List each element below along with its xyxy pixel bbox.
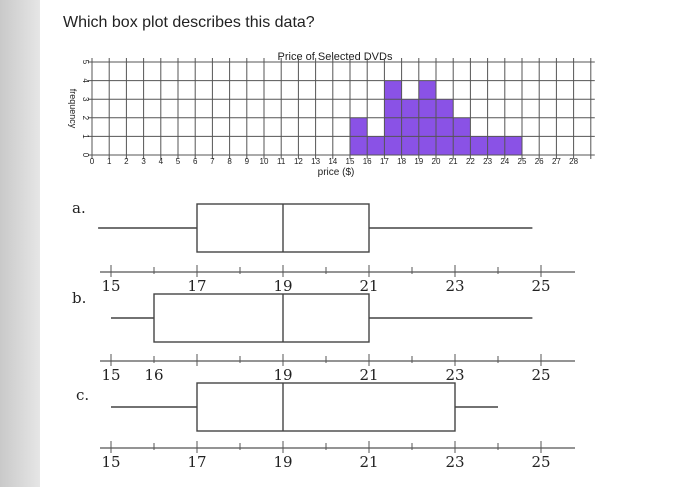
histogram-bar — [487, 136, 505, 155]
option-label: b. — [72, 289, 86, 307]
histogram-x-tick-label: 6 — [193, 157, 198, 166]
histogram-y-tick-label: 2 — [81, 116, 90, 121]
histogram-y-tick-label: 1 — [81, 134, 90, 139]
number-line-label: 25 — [531, 277, 550, 295]
histogram-bar — [470, 136, 488, 155]
histogram-x-tick-label: 21 — [449, 157, 458, 166]
histogram-y-tick-label: 3 — [81, 97, 90, 102]
histogram-x-tick-label: 20 — [432, 157, 441, 166]
number-line-label: 25 — [531, 453, 550, 471]
histogram-y-tick-label: 4 — [81, 78, 90, 83]
histogram-x-tick-label: 26 — [535, 157, 544, 166]
histogram-x-tick-label: 12 — [294, 157, 303, 166]
histogram-title: Price of Selected DVDs — [278, 51, 393, 63]
number-line-label: 19 — [273, 277, 292, 295]
number-line-label: 23 — [445, 277, 464, 295]
histogram-x-tick-label: 0 — [90, 157, 95, 166]
histogram-x-tick-label: 16 — [363, 157, 372, 166]
box-iqr — [153, 293, 370, 343]
histogram-x-tick-label: 1 — [107, 157, 112, 166]
histogram-x-tick-label: 4 — [159, 157, 164, 166]
histogram-x-tick-label: 14 — [328, 157, 337, 166]
number-line-label: 21 — [359, 453, 378, 471]
histogram-x-tick-label: 17 — [380, 157, 389, 166]
page-shadow — [0, 0, 40, 487]
number-line-label: 19 — [273, 366, 292, 384]
histogram-y-tick-label: 5 — [81, 60, 90, 65]
histogram-x-tick-label: 25 — [518, 157, 527, 166]
histogram-x-tick-label: 10 — [260, 157, 269, 166]
histogram-x-tick-label: 11 — [277, 157, 286, 166]
histogram-y-tick-label: 0 — [81, 153, 90, 158]
histogram-x-tick-label: 19 — [414, 157, 423, 166]
histogram-x-tick-label: 24 — [500, 157, 509, 166]
histogram-x-tick-label: 15 — [346, 157, 355, 166]
number-line-label: 15 — [101, 277, 120, 295]
number-line-label: 15 — [101, 366, 120, 384]
histogram-x-tick-label: 5 — [176, 157, 181, 166]
histogram-x-tick-label: 18 — [397, 157, 406, 166]
number-line-label: 15 — [101, 453, 120, 471]
option-label: c. — [76, 386, 89, 404]
histogram-x-tick-label: 22 — [466, 157, 475, 166]
number-line-label: 17 — [187, 453, 206, 471]
histogram-bar — [367, 136, 385, 155]
histogram-x-tick-label: 9 — [245, 157, 250, 166]
question-text: Which box plot describes this data? — [63, 14, 315, 31]
histogram-x-tick-label: 8 — [227, 157, 232, 166]
option-label: a. — [72, 199, 86, 217]
number-line-label: 16 — [144, 366, 163, 384]
number-line-label: 21 — [359, 277, 378, 295]
number-line-label: 23 — [445, 453, 464, 471]
number-line-label: 19 — [273, 453, 292, 471]
number-line-label: 25 — [531, 366, 550, 384]
number-line-label: 23 — [445, 366, 464, 384]
histogram-x-tick-label: 27 — [552, 157, 561, 166]
number-line-label: 17 — [187, 277, 206, 295]
histogram-x-tick-label: 2 — [124, 157, 129, 166]
histogram-bar — [436, 99, 454, 155]
histogram-x-label: price ($) — [318, 167, 355, 178]
histogram-bar — [401, 99, 419, 155]
histogram-bar — [504, 136, 522, 155]
worksheet-page — [40, 0, 700, 487]
histogram-x-tick-label: 23 — [483, 157, 492, 166]
number-line-label: 21 — [359, 366, 378, 384]
histogram-x-tick-label: 13 — [311, 157, 320, 166]
histogram-x-tick-label: 28 — [569, 157, 578, 166]
histogram-x-tick-label: 3 — [141, 157, 146, 166]
box-iqr — [196, 382, 456, 432]
histogram-y-label: frequency — [68, 89, 78, 129]
histogram-x-tick-label: 7 — [210, 157, 215, 166]
